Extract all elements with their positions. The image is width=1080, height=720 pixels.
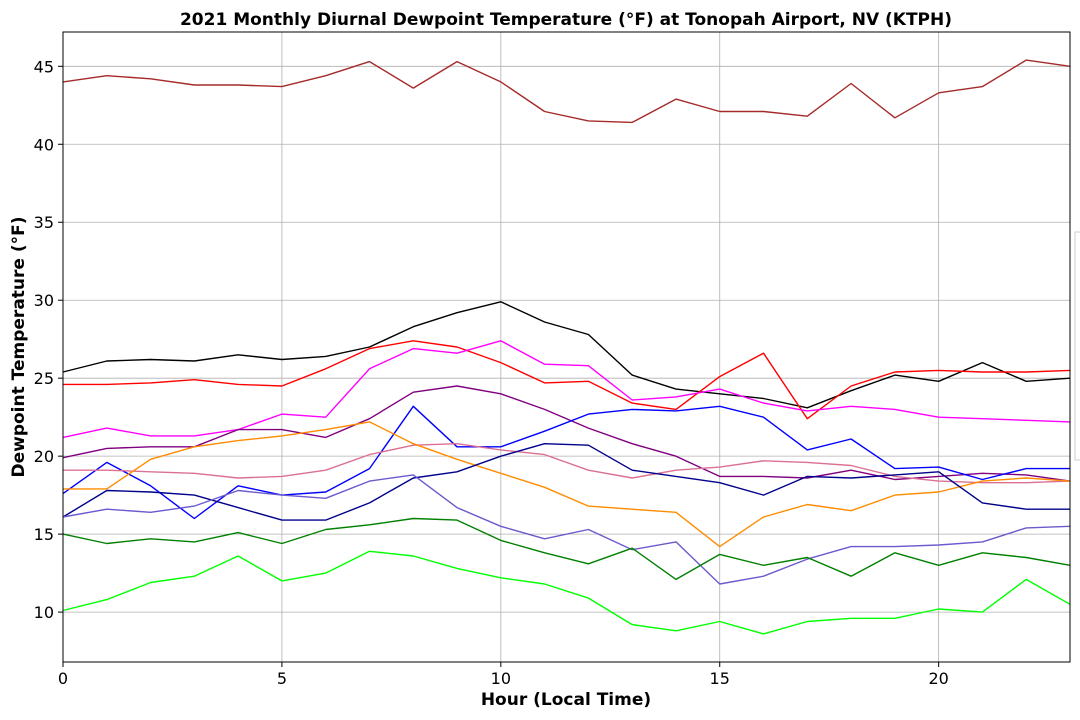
x-tick-label: 10 [491,669,511,688]
y-axis-ticks: 10 15 20 25 30 35 40 45 [34,57,63,622]
y-tick-label: 40 [34,135,54,154]
series-lines [62,59,1071,635]
series-line-3 [63,340,1071,420]
x-axis-ticks: 0 5 10 15 20 [58,662,949,688]
legend [1074,231,1080,461]
series-line-11 [62,517,1071,581]
series-line-6 [62,405,1070,520]
y-tick-label: 15 [34,525,54,544]
chart-title: 2021 Monthly Diurnal Dewpoint Temperatur… [180,10,952,30]
y-tick-label: 20 [34,447,54,466]
series-line-1 [62,59,1071,124]
y-tick-label: 25 [34,369,54,388]
grid [62,32,1070,662]
y-tick-label: 30 [34,291,54,310]
x-tick-label: 15 [710,669,730,688]
series-line-10 [62,474,1071,585]
x-tick-label: 0 [58,669,68,688]
series-line-8 [63,421,1071,548]
series-line-5 [62,385,1071,482]
y-axis-label: Dewpoint Temperature (°F) [9,216,29,477]
y-tick-label: 35 [34,213,54,232]
x-axis-label: Hour (Local Time) [481,690,651,710]
series-line-9 [62,443,1070,521]
series-line-12 [62,550,1071,635]
x-tick-label: 5 [277,669,287,688]
series-line-4 [62,340,1071,439]
x-tick-label: 20 [928,669,948,688]
series-line-2 [62,301,1071,409]
y-tick-label: 45 [34,57,54,76]
series-line-7 [63,443,1071,484]
y-tick-label: 10 [34,603,54,622]
plot-area [62,31,1071,663]
